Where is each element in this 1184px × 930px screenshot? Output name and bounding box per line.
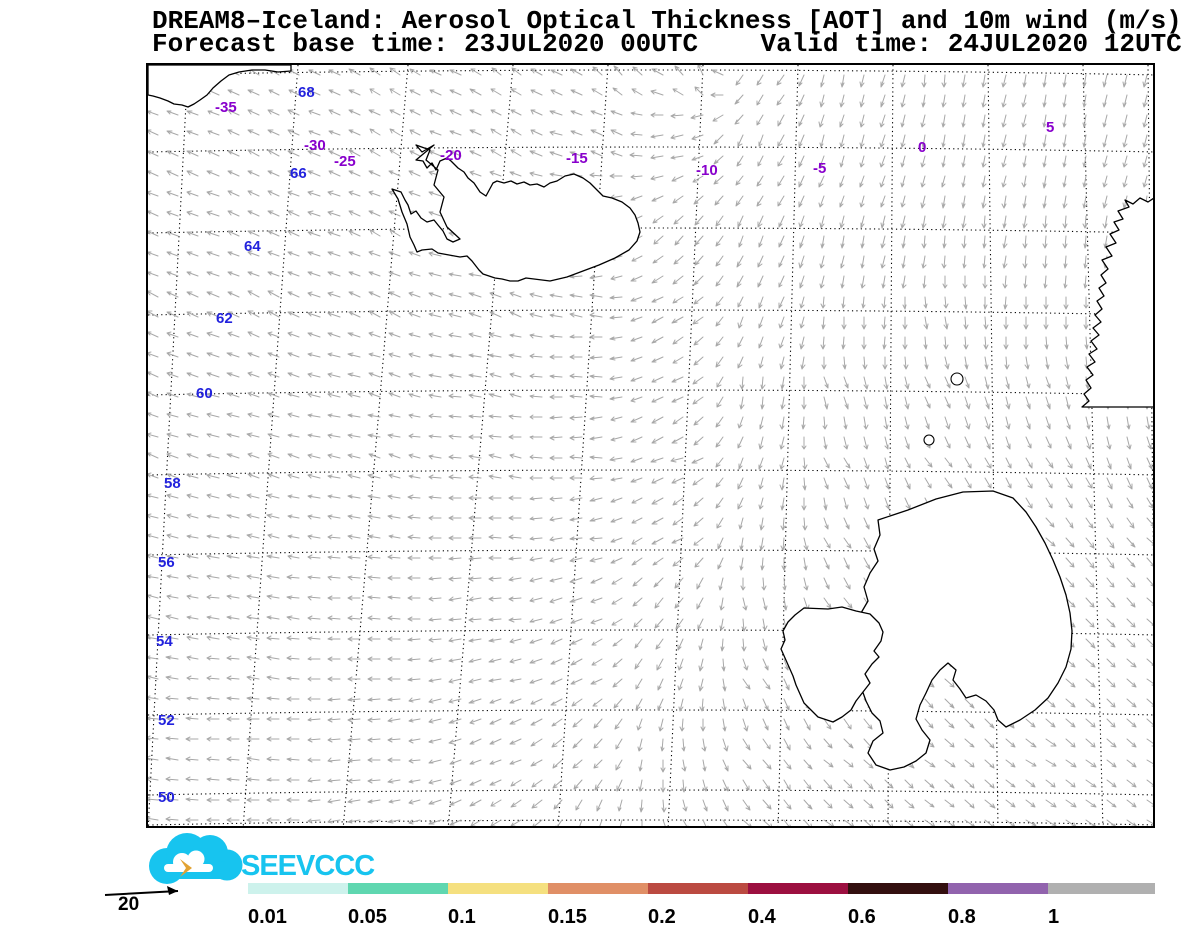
svg-text:0.1: 0.1 [448,906,476,928]
svg-text:-25: -25 [334,153,356,170]
svg-text:50: 50 [158,789,175,806]
svg-text:58: 58 [164,475,181,492]
svg-text:66: 66 [290,165,307,182]
svg-text:-35: -35 [215,99,237,116]
svg-text:-20: -20 [440,147,462,164]
svg-text:62: 62 [216,310,233,327]
svg-text:68: 68 [298,84,315,101]
svg-text:-10: -10 [696,162,718,179]
svg-text:0: 0 [918,139,926,156]
svg-text:1: 1 [1048,906,1059,928]
svg-text:-30: -30 [304,137,326,154]
svg-text:0.4: 0.4 [748,906,777,928]
svg-text:0.8: 0.8 [948,906,976,928]
svg-text:5: 5 [1046,119,1054,136]
svg-text:SEEVCCC: SEEVCCC [241,850,375,882]
svg-text:60: 60 [196,385,213,402]
svg-text:0.2: 0.2 [648,906,676,928]
svg-text:52: 52 [158,712,175,729]
svg-text:0.6: 0.6 [848,906,876,928]
svg-text:56: 56 [158,554,175,571]
svg-text:-5: -5 [813,160,826,177]
svg-text:0.01: 0.01 [248,906,287,928]
svg-text:20: 20 [118,894,139,915]
svg-text:-15: -15 [566,150,588,167]
svg-text:0.05: 0.05 [348,906,387,928]
svg-text:54: 54 [156,633,173,650]
svg-text:0.15: 0.15 [548,906,587,928]
svg-text:64: 64 [244,238,261,255]
